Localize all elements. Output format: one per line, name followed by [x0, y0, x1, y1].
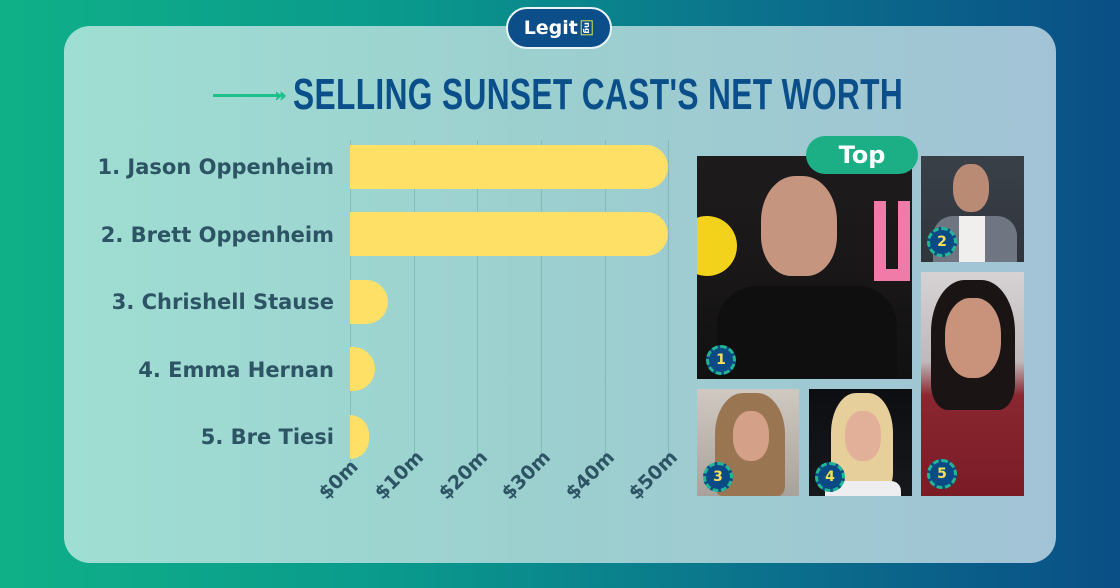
photo-jason-oppenheim: 1 [697, 156, 912, 379]
top-label-pill: Top [806, 136, 918, 174]
title-row: » SELLING SUNSET CAST'S NET WORTH [213, 70, 1120, 120]
gridline [668, 140, 669, 465]
rank-badge: 2 [927, 227, 957, 257]
category-label: 1. Jason Oppenheim [97, 155, 334, 179]
shirt [959, 216, 985, 262]
pink-letter-decoration [874, 201, 910, 281]
gridline [605, 140, 606, 465]
logo-text: Legit [523, 17, 578, 39]
face [845, 411, 881, 461]
gridline [414, 140, 415, 465]
category-label: 3. Chrishell Stause [111, 290, 334, 314]
face [953, 164, 989, 212]
face [945, 298, 1001, 378]
category-label: 2. Brett Oppenheim [100, 222, 334, 247]
category-label: 4. Emma Hernan [138, 357, 334, 382]
photo-bre-tiesi: 5 [921, 272, 1024, 496]
bar-jason-oppenheim [350, 145, 668, 189]
category-labels: 1. Jason Oppenheim 2. Brett Oppenheim 3.… [80, 145, 334, 483]
bar-emma-hernan [350, 347, 376, 391]
photo-chrishell-stause: 3 [697, 389, 799, 496]
bar-chrishell-stause [350, 280, 389, 324]
pluto-tv-logo [697, 216, 737, 276]
chart-title: SELLING SUNSET CAST'S NET WORTH [293, 70, 904, 119]
double-arrow-right-icon: » [213, 85, 289, 105]
top [825, 481, 901, 496]
rank-badge: 4 [815, 462, 845, 492]
logo-suffix: ng [580, 20, 593, 36]
shirt [717, 286, 897, 379]
category-label: 5. Bre Tiesi [200, 425, 334, 449]
rank-badge: 3 [703, 462, 733, 492]
face [761, 176, 837, 276]
bar-bre-tiesi [350, 415, 370, 459]
rank-badge: 5 [927, 459, 957, 489]
gridline [541, 140, 542, 465]
bar-brett-oppenheim [350, 212, 668, 256]
rank-badge: 1 [706, 345, 736, 375]
bar-plot-area [350, 140, 670, 465]
photo-brett-oppenheim: 2 [921, 156, 1024, 262]
photo-emma-hernan: 4 [809, 389, 912, 496]
legit-logo: Legit ng [506, 7, 612, 49]
face [733, 411, 769, 461]
gridline [477, 140, 478, 465]
